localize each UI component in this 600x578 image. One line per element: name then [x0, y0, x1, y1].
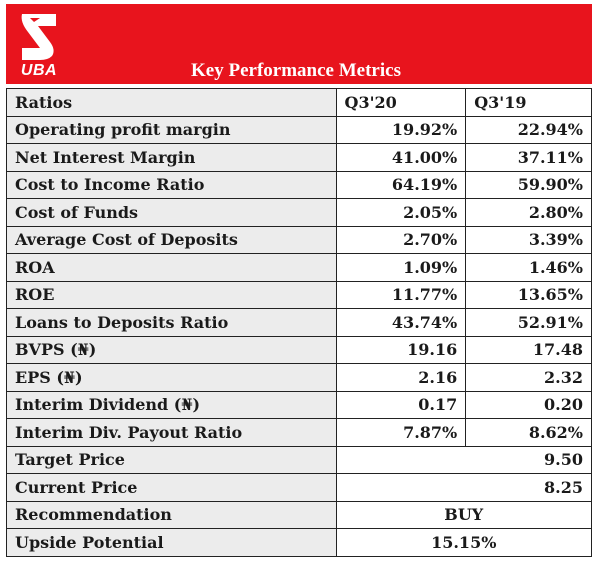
row-q319: 2.80% — [465, 198, 592, 227]
row-q320: 1.09% — [335, 253, 467, 282]
logo-text: UBA — [20, 62, 58, 79]
metrics-table: Ratios Q3'20 Q3'19 Operating profit marg… — [6, 88, 593, 557]
recommendation-label: Recommendation — [6, 500, 337, 529]
table-row: Operating profit margin 19.92% 22.94% — [6, 115, 592, 144]
row-q319: 59.90% — [465, 170, 592, 199]
table-header-row: Ratios Q3'20 Q3'19 — [6, 88, 592, 117]
header-q319: Q3'19 — [465, 88, 592, 117]
row-q320: 2.05% — [335, 198, 467, 227]
header-banner: UBA Key Performance Metrics — [6, 4, 592, 84]
table-row: Cost of Funds 2.05% 2.80% — [6, 198, 592, 227]
uba-logo-mark — [21, 14, 57, 60]
table-row: Interim Div. Payout Ratio 7.87% 8.62% — [6, 418, 592, 447]
row-q319: 37.11% — [465, 143, 592, 172]
header-q320: Q3'20 — [335, 88, 467, 117]
row-label: BVPS (₦) — [6, 335, 337, 364]
table-row: ROE 11.77% 13.65% — [6, 280, 592, 309]
row-label: ROA — [6, 253, 337, 282]
row-q320: 11.77% — [335, 280, 467, 309]
row-q320: 2.70% — [335, 225, 467, 254]
table-row: Average Cost of Deposits 2.70% 3.39% — [6, 225, 592, 254]
table-row: ROA 1.09% 1.46% — [6, 253, 592, 282]
row-label: Net Interest Margin — [6, 143, 337, 172]
row-label: Cost to Income Ratio — [6, 170, 337, 199]
row-q319: 22.94% — [465, 115, 592, 144]
upside-potential-label: Upside Potential — [6, 528, 337, 557]
table-row: Cost to Income Ratio 64.19% 59.90% — [6, 170, 592, 199]
table-row: BVPS (₦) 19.16 17.48 — [6, 335, 592, 364]
target-price-value: 9.50 — [335, 445, 593, 474]
row-q320: 2.16 — [335, 363, 467, 392]
row-label: Interim Dividend (₦) — [6, 390, 337, 419]
current-price-row: Current Price 8.25 — [6, 473, 593, 502]
upside-potential-value: 15.15% — [335, 528, 593, 557]
table-row: Net Interest Margin 41.00% 37.11% — [6, 143, 592, 172]
row-q319: 52.91% — [465, 308, 592, 337]
recommendation-value: BUY — [335, 500, 593, 529]
row-label: Operating profit margin — [6, 115, 337, 144]
row-q319: 0.20 — [465, 390, 592, 419]
header-ratios: Ratios — [6, 88, 337, 117]
upside-potential-row: Upside Potential 15.15% — [6, 528, 593, 557]
uba-logo: UBA — [16, 12, 62, 80]
row-q320: 19.16 — [335, 335, 467, 364]
row-q320: 0.17 — [335, 390, 467, 419]
row-label: ROE — [6, 280, 337, 309]
row-q319: 2.32 — [465, 363, 592, 392]
row-q320: 43.74% — [335, 308, 467, 337]
target-price-label: Target Price — [6, 445, 337, 474]
row-q320: 41.00% — [335, 143, 467, 172]
row-q319: 8.62% — [465, 418, 592, 447]
metrics-panel: UBA Key Performance Metrics Ratios Q3'20… — [6, 4, 593, 574]
table-row: Interim Dividend (₦) 0.17 0.20 — [6, 390, 592, 419]
row-q319: 1.46% — [465, 253, 592, 282]
row-q320: 19.92% — [335, 115, 467, 144]
row-q320: 64.19% — [335, 170, 467, 199]
row-q320: 7.87% — [335, 418, 467, 447]
row-label: Loans to Deposits Ratio — [6, 308, 337, 337]
row-q319: 3.39% — [465, 225, 592, 254]
row-label: Interim Div. Payout Ratio — [6, 418, 337, 447]
row-label: EPS (₦) — [6, 363, 337, 392]
target-price-row: Target Price 9.50 — [6, 445, 593, 474]
row-label: Average Cost of Deposits — [6, 225, 337, 254]
table-row: Loans to Deposits Ratio 43.74% 52.91% — [6, 308, 592, 337]
row-q319: 17.48 — [465, 335, 592, 364]
row-label: Cost of Funds — [6, 198, 337, 227]
current-price-value: 8.25 — [335, 473, 593, 502]
recommendation-row: Recommendation BUY — [6, 500, 593, 529]
row-q319: 13.65% — [465, 280, 592, 309]
current-price-label: Current Price — [6, 473, 337, 502]
page-title: Key Performance Metrics — [191, 60, 401, 81]
table-row: EPS (₦) 2.16 2.32 — [6, 363, 592, 392]
